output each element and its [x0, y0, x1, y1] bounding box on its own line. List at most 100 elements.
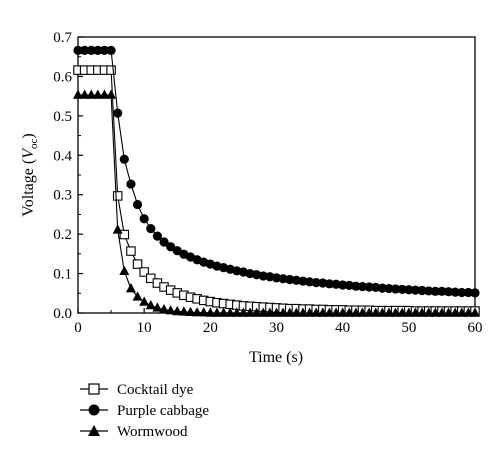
x-tick-label: 60 [468, 320, 483, 336]
data-point-wormwood [410, 307, 421, 317]
data-point-wormwood [450, 307, 461, 317]
x-tick-label: 20 [203, 320, 218, 336]
data-point-wormwood [238, 307, 249, 317]
data-point-purple-cabbage [364, 282, 374, 292]
legend: Cocktail dye Purple cabbage Wormwood [80, 382, 209, 440]
data-point-purple-cabbage [357, 281, 368, 292]
data-point-purple-cabbage [73, 45, 83, 56]
y-axis-title-variable: V [20, 147, 37, 159]
data-point-purple-cabbage [93, 45, 103, 56]
data-point-wormwood [390, 307, 401, 317]
data-point-wormwood [132, 291, 143, 301]
data-point-wormwood [198, 307, 209, 317]
series-wormwood [73, 89, 480, 317]
data-point-purple-cabbage [443, 287, 454, 297]
data-point-purple-cabbage [404, 285, 414, 295]
data-point-purple-cabbage [450, 287, 460, 297]
data-point-wormwood [159, 303, 170, 314]
data-point-wormwood [258, 307, 269, 317]
ticks: 0 10 20 30 40 50 60 0.0 0.1 0.2 0.3 0.4 0.5 0.6 0.7 [53, 30, 482, 336]
data-point-purple-cabbage [119, 154, 129, 164]
data-point-wormwood [317, 307, 328, 317]
data-point-wormwood [456, 307, 467, 317]
y-axis-title-suffix: ) [20, 133, 37, 138]
data-point-wormwood [205, 307, 216, 317]
data-point-wormwood [178, 306, 189, 316]
data-point-wormwood [417, 307, 428, 317]
data-point-purple-cabbage [86, 45, 96, 56]
y-axis-title: Voltage (Voc) [20, 133, 40, 216]
data-point-wormwood [125, 283, 136, 293]
data-point-wormwood [397, 307, 408, 317]
data-point-purple-cabbage [377, 283, 387, 293]
data-point-purple-cabbage [437, 286, 447, 296]
data-point-purple-cabbage [152, 231, 162, 241]
data-point-purple-cabbage [113, 108, 123, 118]
y-axis-title-subscript: oc [28, 139, 40, 150]
data-point-wormwood [370, 307, 381, 317]
data-point-purple-cabbage [159, 237, 169, 247]
legend-entry-cocktail-dye: Cocktail dye [80, 382, 194, 398]
y-tick-label: 0.7 [53, 30, 72, 46]
data-point-purple-cabbage [311, 278, 321, 288]
data-point-wormwood [73, 89, 83, 99]
data-point-wormwood [172, 305, 183, 316]
data-point-purple-cabbage [324, 279, 335, 289]
data-point-purple-cabbage [384, 283, 394, 294]
data-point-purple-cabbage [351, 281, 361, 291]
data-point-wormwood [350, 307, 361, 317]
data-point-cocktail-dye [132, 259, 143, 269]
data-point-wormwood [99, 89, 110, 99]
data-point-purple-cabbage [106, 45, 116, 56]
data-point-wormwood [112, 224, 123, 234]
x-tick-label: 30 [269, 320, 284, 336]
data-point-wormwood [271, 307, 282, 317]
series [73, 45, 480, 317]
series-line-purple-cabbage [78, 49, 476, 294]
data-point-wormwood [443, 307, 454, 317]
data-point-purple-cabbage [410, 285, 421, 295]
y-tick-label: 0.4 [53, 148, 72, 164]
data-point-wormwood [331, 307, 342, 317]
y-tick-label: 0.1 [53, 267, 72, 283]
data-point-wormwood [297, 307, 308, 317]
data-point-wormwood [225, 307, 236, 317]
data-point-purple-cabbage [424, 286, 434, 296]
y-tick-label: 0.5 [53, 109, 72, 125]
y-tick-label: 0.3 [53, 188, 72, 204]
x-tick-label: 10 [137, 320, 152, 336]
data-point-wormwood [86, 89, 97, 99]
data-point-purple-cabbage [99, 45, 110, 56]
data-point-wormwood [423, 307, 434, 317]
data-point-wormwood [192, 307, 203, 317]
data-point-purple-cabbage [463, 287, 473, 298]
x-tick-label: 0 [74, 320, 82, 336]
data-point-purple-cabbage [397, 284, 407, 294]
data-point-wormwood [357, 307, 368, 317]
data-point-purple-cabbage [166, 242, 176, 252]
data-point-wormwood [245, 307, 256, 317]
legend-label-cocktail-dye: Cocktail dye [117, 382, 194, 398]
legend-label-purple-cabbage: Purple cabbage [117, 403, 209, 419]
data-point-cocktail-dye [112, 191, 123, 201]
data-point-wormwood [79, 89, 90, 99]
data-point-wormwood [106, 89, 117, 99]
data-point-wormwood [251, 307, 262, 317]
data-point-wormwood [284, 307, 295, 317]
data-point-purple-cabbage [457, 287, 467, 298]
data-point-wormwood [291, 307, 302, 317]
legend-marker-purple-cabbage [88, 404, 100, 416]
axes [77, 36, 476, 314]
data-point-purple-cabbage [80, 45, 90, 56]
data-point-wormwood [278, 307, 289, 317]
data-point-wormwood [211, 307, 222, 317]
data-point-cocktail-dye [139, 267, 149, 277]
legend-entry-wormwood: Wormwood [80, 424, 188, 440]
y-tick-label: 0.2 [53, 227, 72, 243]
x-axis-title: Time (s) [249, 349, 303, 366]
legend-entry-purple-cabbage: Purple cabbage [80, 403, 209, 419]
data-point-purple-cabbage [391, 284, 401, 294]
data-point-wormwood [119, 265, 130, 276]
data-point-wormwood [165, 305, 176, 315]
